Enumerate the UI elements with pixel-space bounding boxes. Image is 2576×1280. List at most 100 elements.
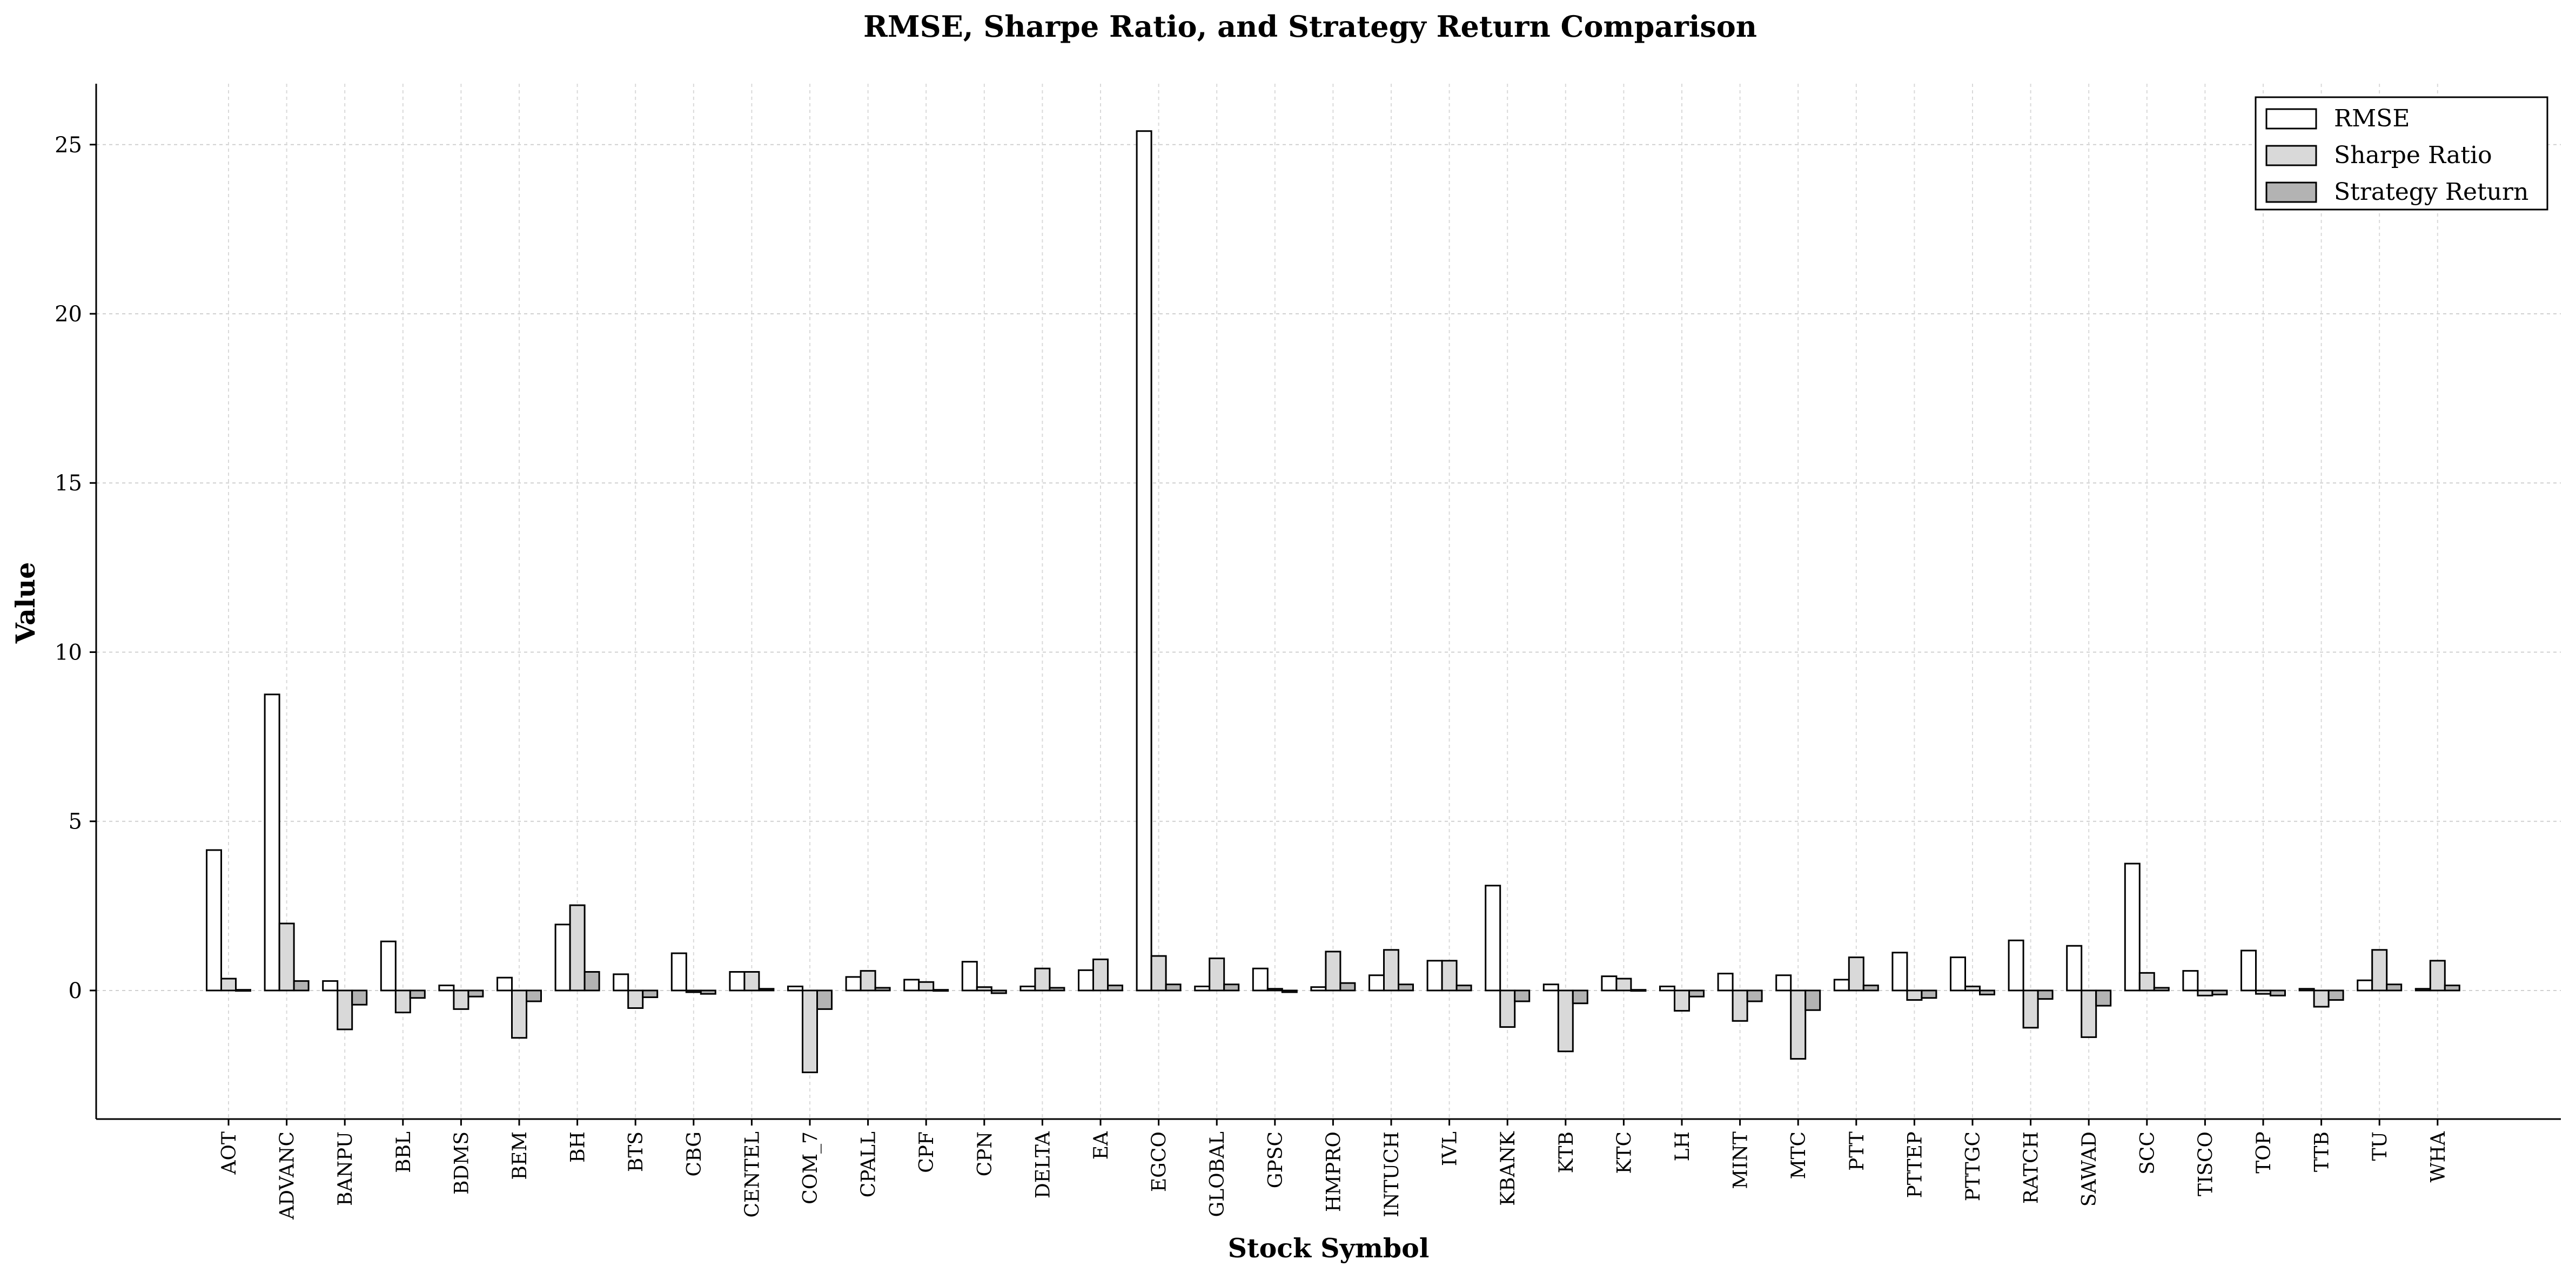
x-tick-label: EGCO xyxy=(1149,1131,1171,1192)
y-tick-label: 15 xyxy=(55,471,82,496)
bar-sharpe-ratio xyxy=(394,989,411,1014)
x-tick-label: TU xyxy=(2369,1131,2391,1161)
bar-sharpe-ratio xyxy=(2197,989,2213,996)
bar-rmse xyxy=(1019,985,1036,992)
bar-sharpe-ratio xyxy=(2022,989,2039,1029)
bar-strategy-return xyxy=(2386,983,2403,992)
bar-rmse xyxy=(903,979,920,992)
x-tick-label: TISCO xyxy=(2195,1131,2217,1196)
x-tick-label: ADVANC xyxy=(277,1131,299,1220)
legend-swatch xyxy=(2265,108,2317,130)
bar-sharpe-ratio xyxy=(1441,960,1458,992)
axes xyxy=(95,84,2561,1120)
bar-sharpe-ratio xyxy=(2313,989,2330,1008)
x-tick-label: CENTEL xyxy=(741,1131,763,1218)
bars xyxy=(206,130,2460,1074)
bar-strategy-return xyxy=(1049,987,1065,992)
bar-rmse xyxy=(1426,960,1443,992)
bar-rmse xyxy=(2357,979,2373,992)
x-tick-label: RATCH xyxy=(2021,1131,2043,1204)
x-tick-label: COM_7 xyxy=(800,1131,822,1204)
bar-strategy-return xyxy=(2153,987,2170,992)
bar-sharpe-ratio xyxy=(860,970,876,992)
bar-sharpe-ratio xyxy=(2255,989,2271,995)
bar-strategy-return xyxy=(467,989,484,998)
bar-sharpe-ratio xyxy=(278,922,295,992)
bar-rmse xyxy=(1310,986,1327,992)
bar-strategy-return xyxy=(1630,989,1647,992)
bar-rmse xyxy=(1369,974,1385,992)
bar-sharpe-ratio xyxy=(918,981,935,992)
bar-rmse xyxy=(2124,863,2141,992)
bar-rmse xyxy=(1252,967,1269,992)
y-tick-label: 25 xyxy=(55,133,82,158)
bar-strategy-return xyxy=(1572,989,1588,1005)
bar-rmse xyxy=(2182,970,2199,992)
x-tick-label: LH xyxy=(1672,1131,1694,1161)
x-ticks: AOT ADVANC BANPU BBL BDMS BEM BH BTS CBG CENTEL CO… xyxy=(218,1119,2450,1220)
bar-sharpe-ratio xyxy=(1790,989,1807,1060)
bar-strategy-return xyxy=(1804,989,1821,1011)
bar-rmse xyxy=(2414,988,2431,992)
bar-rmse xyxy=(787,985,803,992)
bar-rmse xyxy=(1659,985,1675,992)
bar-rmse xyxy=(1542,983,1559,992)
bar-sharpe-ratio xyxy=(1383,949,1399,992)
bar-strategy-return xyxy=(1281,989,1298,993)
x-tick-label: CBG xyxy=(683,1131,706,1176)
x-tick-label: GLOBAL xyxy=(1206,1131,1229,1217)
bar-sharpe-ratio xyxy=(1209,957,1225,992)
legend-label: RMSE xyxy=(2334,105,2410,132)
bar-strategy-return xyxy=(990,989,1007,994)
bar-strategy-return xyxy=(2327,989,2344,1001)
bar-strategy-return xyxy=(2270,989,2286,996)
bar-sharpe-ratio xyxy=(2081,989,2097,1038)
bar-sharpe-ratio xyxy=(569,904,586,992)
x-tick-label: GPSC xyxy=(1265,1131,1287,1188)
bar-rmse xyxy=(729,971,746,992)
bar-strategy-return xyxy=(1921,989,1937,999)
bar-sharpe-ratio xyxy=(453,989,469,1010)
x-tick-label: CPALL xyxy=(858,1131,880,1197)
x-tick-label: KTC xyxy=(1613,1131,1635,1174)
bar-rmse xyxy=(2066,945,2083,992)
bar-strategy-return xyxy=(2444,985,2460,992)
bar-rmse xyxy=(497,976,513,992)
x-tick-label: AOT xyxy=(218,1131,240,1175)
x-tick-label: SAWAD xyxy=(2078,1131,2101,1207)
bar-rmse xyxy=(1717,973,1734,992)
bar-strategy-return xyxy=(583,971,600,992)
bar-rmse xyxy=(2008,939,2024,992)
legend: RMSE Sharpe Ratio Strategy Return xyxy=(2255,96,2548,211)
x-tick-label: BBL xyxy=(393,1131,415,1173)
x-tick-label: MTC xyxy=(1788,1131,1810,1179)
x-tick-label: TOP xyxy=(2253,1131,2275,1174)
bar-sharpe-ratio xyxy=(1906,989,1923,1001)
bar-strategy-return xyxy=(816,989,833,1010)
bar-strategy-return xyxy=(1107,985,1123,992)
bar-rmse xyxy=(554,924,571,992)
x-tick-label: BDMS xyxy=(451,1131,473,1195)
bar-sharpe-ratio xyxy=(1732,989,1748,1022)
bar-rmse xyxy=(670,952,687,992)
x-tick-label: KBANK xyxy=(1497,1131,1519,1206)
bar-rmse xyxy=(380,940,397,992)
bar-rmse xyxy=(322,980,339,992)
x-tick-label: PTTEP xyxy=(1904,1131,1926,1198)
chart-title: RMSE, Sharpe Ratio, and Strategy Return … xyxy=(863,9,1757,44)
bar-sharpe-ratio xyxy=(1150,955,1167,992)
bar-sharpe-ratio xyxy=(337,989,353,1030)
bar-strategy-return xyxy=(1862,985,1879,992)
bar-strategy-return xyxy=(933,989,949,992)
bar-rmse xyxy=(206,849,222,992)
bar-strategy-return xyxy=(1979,989,1995,995)
bar-sharpe-ratio xyxy=(1615,978,1632,992)
x-tick-label: DELTA xyxy=(1032,1131,1054,1198)
bar-strategy-return xyxy=(1398,983,1414,992)
bar-rmse xyxy=(438,985,455,992)
bar-sharpe-ratio xyxy=(802,989,818,1074)
bar-strategy-return xyxy=(1455,985,1472,992)
x-tick-label: INTUCH xyxy=(1381,1131,1403,1217)
bar-sharpe-ratio xyxy=(1499,989,1516,1028)
